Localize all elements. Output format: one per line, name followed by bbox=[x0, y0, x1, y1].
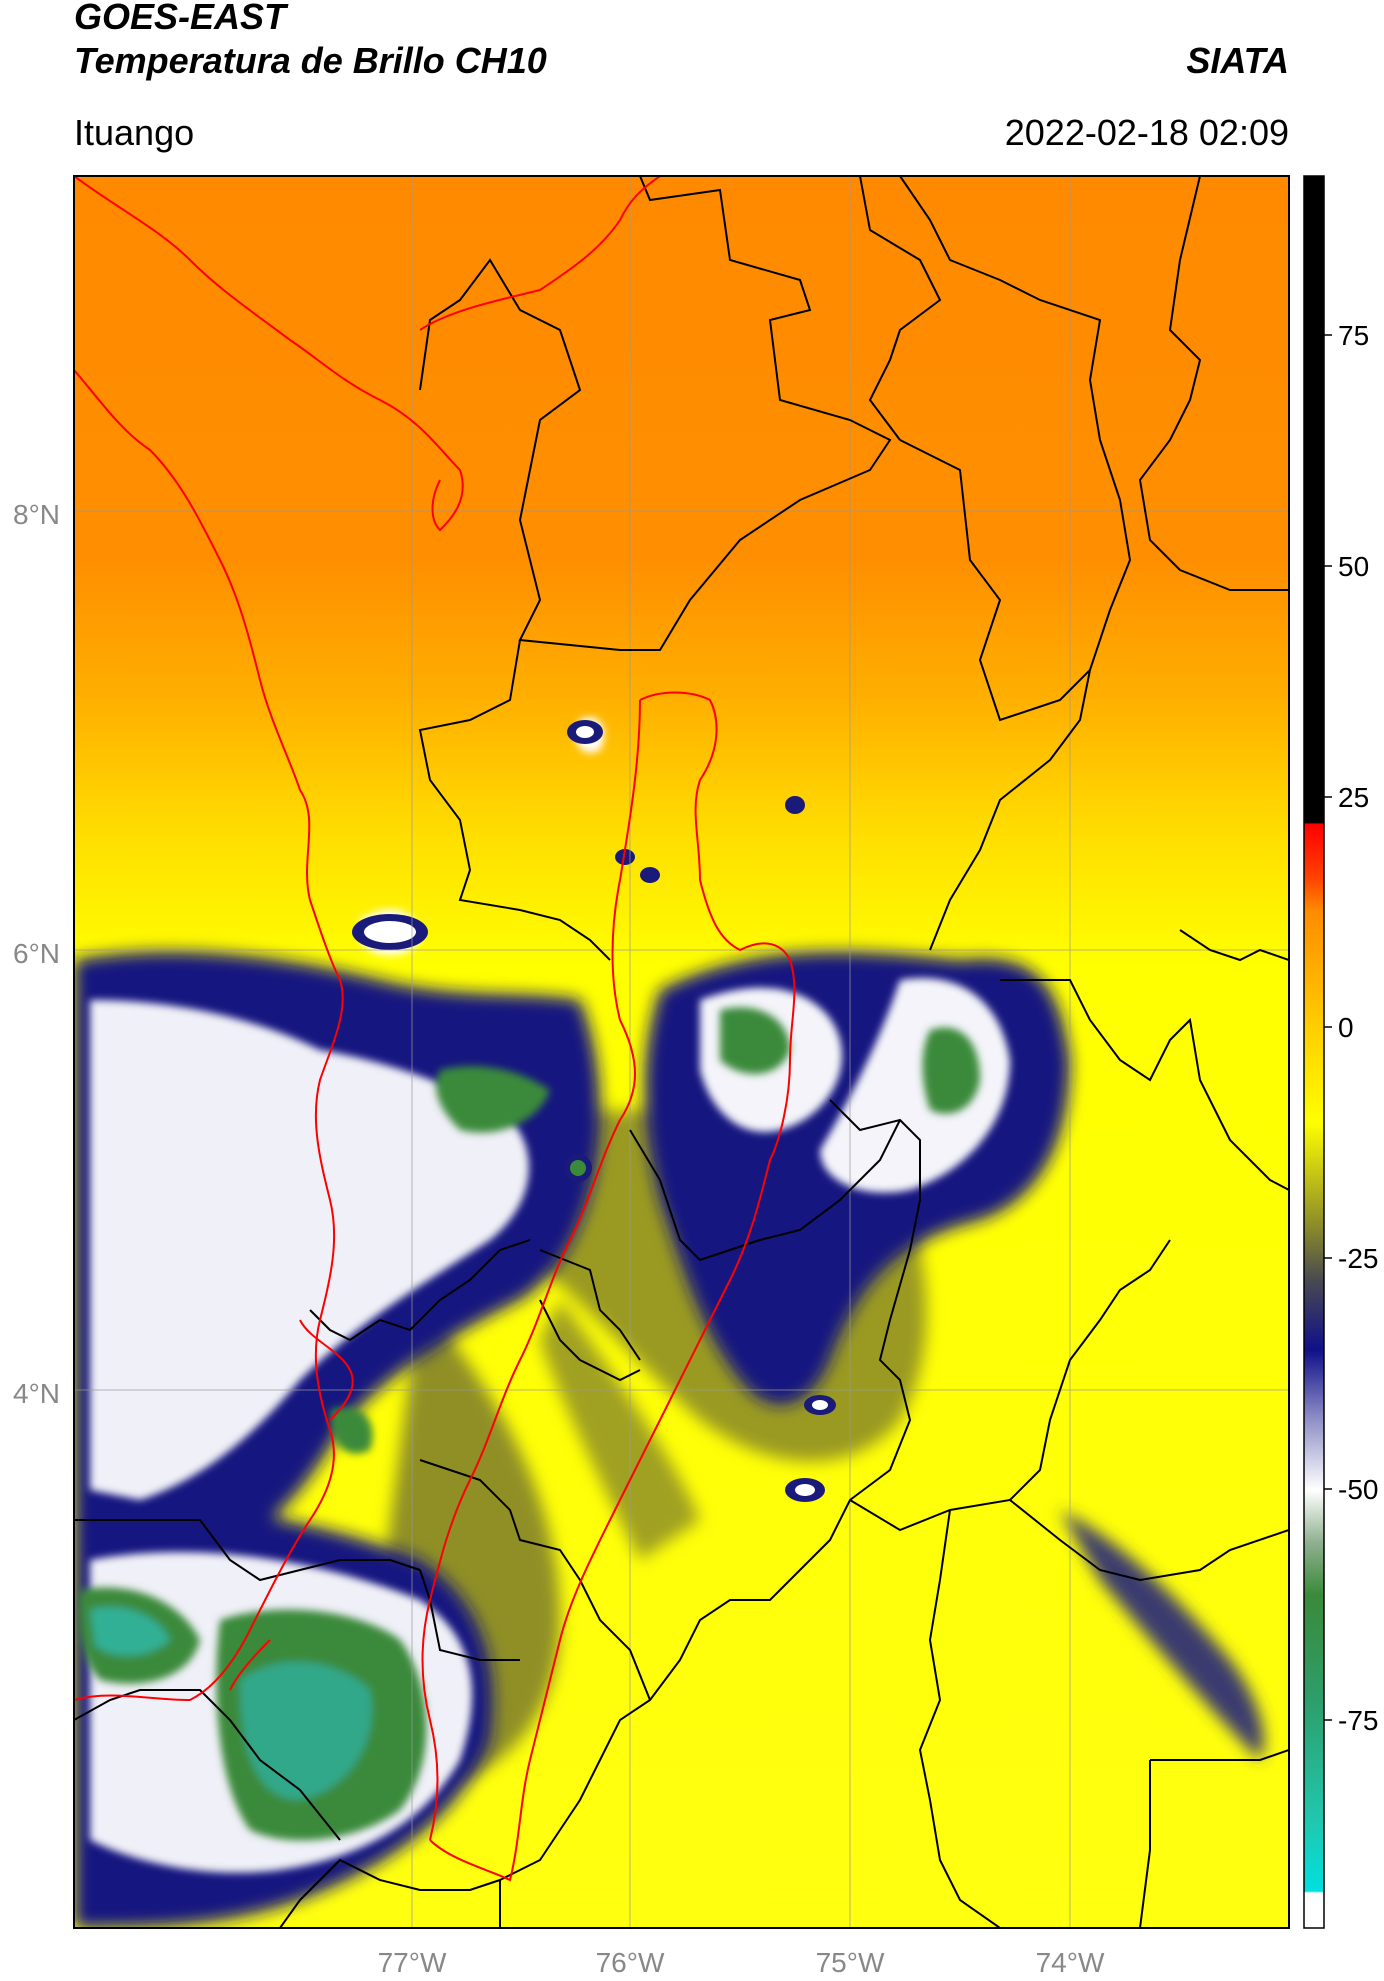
colorbar-tick-label: 0 bbox=[1338, 1012, 1354, 1043]
lat-label-8n: 8°N bbox=[13, 499, 60, 530]
red-borders bbox=[74, 176, 796, 1882]
map-frame bbox=[73, 175, 1290, 1929]
lat-label-4n: 4°N bbox=[13, 1378, 60, 1409]
colorbar-tick-label: -75 bbox=[1338, 1705, 1378, 1736]
colorbar: 75 50 25 0 -25 -50 -75 bbox=[1303, 175, 1378, 1929]
brand-label: SIATA bbox=[1186, 40, 1289, 81]
lon-label-74w: 74°W bbox=[1036, 1947, 1105, 1978]
colorbar-tick-label: -50 bbox=[1338, 1474, 1378, 1505]
lon-label-75w: 75°W bbox=[816, 1947, 885, 1978]
small-cells bbox=[352, 720, 836, 1502]
green-cloud-layer bbox=[78, 1007, 980, 1841]
colorbar-tick-label: 25 bbox=[1338, 782, 1369, 813]
product-title: Temperatura de Brillo CH10 bbox=[74, 40, 547, 81]
lat-label-6n: 6°N bbox=[13, 938, 60, 969]
colorbar-tick-label: 75 bbox=[1338, 320, 1369, 351]
region-label: Ituango bbox=[74, 112, 195, 153]
colorbar-tick-marks bbox=[1324, 334, 1332, 1721]
colorbar-gradient bbox=[1303, 175, 1325, 1929]
lon-label-77w: 77°W bbox=[378, 1947, 447, 1978]
timestamp-label: 2022-02-18 02:09 bbox=[1004, 112, 1289, 153]
colorbar-tick-label: -25 bbox=[1338, 1243, 1378, 1274]
graticule bbox=[74, 176, 1289, 1928]
colorbar-tick-label: 50 bbox=[1338, 551, 1369, 582]
lon-label-76w: 76°W bbox=[596, 1947, 665, 1978]
admin-borders bbox=[74, 176, 1289, 1928]
brightness-temperature-field bbox=[74, 176, 1289, 1928]
satellite-title: GOES-EAST bbox=[74, 0, 287, 37]
